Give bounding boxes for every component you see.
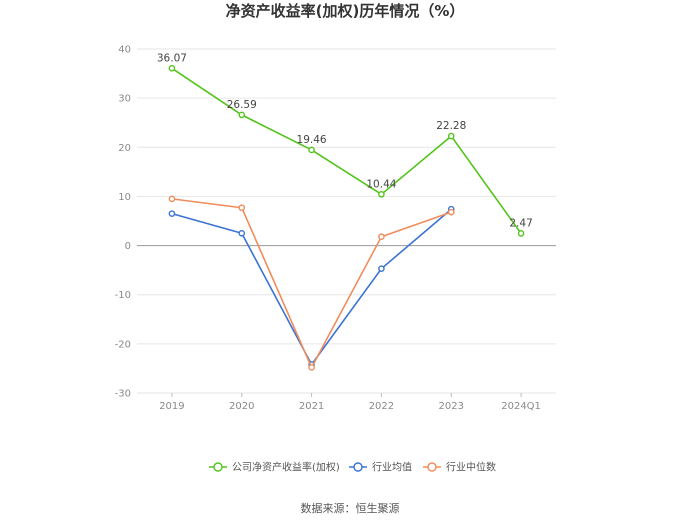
x-axis: 2019 2020 2021 2022 2023 2024Q1 xyxy=(159,393,541,412)
company-roe-data-label: 36.07 xyxy=(157,52,187,64)
company-roe-data-label: 19.46 xyxy=(297,134,327,146)
grid xyxy=(137,48,556,394)
y-tick-label: 30 xyxy=(118,94,131,105)
company-roe-point xyxy=(168,65,176,72)
industry-mean-point xyxy=(168,210,176,217)
company-roe-data-label: 22.28 xyxy=(436,120,466,132)
industry-median-point xyxy=(447,208,455,216)
y-tick-label: -20 xyxy=(115,339,131,350)
x-tick-label: 2022 xyxy=(369,401,394,412)
legend: 公司净资产收益率(加权) 行业均值 行业中位数 xyxy=(209,461,496,474)
x-tick-label: 2024Q1 xyxy=(501,401,541,412)
y-tick-label: 0 xyxy=(125,241,131,252)
legend-industry-mean-marker xyxy=(353,462,363,472)
x-tick-label: 2021 xyxy=(299,401,324,412)
industry-mean-line xyxy=(171,208,452,366)
y-tick-label: 10 xyxy=(118,192,131,203)
y-tick-label: -10 xyxy=(115,290,131,301)
industry-median-point xyxy=(238,204,246,212)
company-roe-line xyxy=(171,67,522,234)
x-tick-label: 2019 xyxy=(159,401,184,412)
x-tick-label: 2023 xyxy=(439,401,464,412)
company-roe-point xyxy=(447,132,455,140)
source-note: 数据来源：恒生聚源 xyxy=(301,501,400,515)
y-axis: 40 30 20 10 0 -10 -20 -30 xyxy=(115,45,131,400)
legend-company-roe-marker xyxy=(213,462,223,472)
company-roe-point xyxy=(517,230,525,237)
company-roe-data-label: 26.59 xyxy=(227,99,257,111)
industry-median-point xyxy=(378,233,385,241)
series-group: 36.07 26.59 19.46 10.44 22.28 2.47 xyxy=(157,52,533,371)
legend-industry-median-marker xyxy=(427,462,437,472)
chart-title: 净资产收益率(加权)历年情况（%） xyxy=(226,2,465,20)
y-tick-label: -30 xyxy=(115,389,131,400)
x-tick-label: 2020 xyxy=(229,401,254,412)
y-tick-label: 20 xyxy=(118,143,131,154)
y-tick-label: 40 xyxy=(118,45,131,56)
company-roe-data-label: 2.47 xyxy=(509,217,532,229)
company-roe-point xyxy=(238,111,246,119)
legend-industry-mean-label: 行业均值 xyxy=(372,461,412,474)
legend-industry-median-label: 行业中位数 xyxy=(446,461,496,474)
industry-mean-point xyxy=(238,229,246,237)
company-roe-point xyxy=(308,146,315,154)
industry-median-line xyxy=(171,198,452,369)
industry-median-point xyxy=(308,364,315,371)
company-roe-data-label: 10.44 xyxy=(366,178,396,190)
industry-median-point xyxy=(168,195,176,203)
company-roe-point xyxy=(378,190,385,198)
industry-mean-point xyxy=(378,265,385,272)
legend-company-roe-label: 公司净资产收益率(加权) xyxy=(232,461,340,474)
